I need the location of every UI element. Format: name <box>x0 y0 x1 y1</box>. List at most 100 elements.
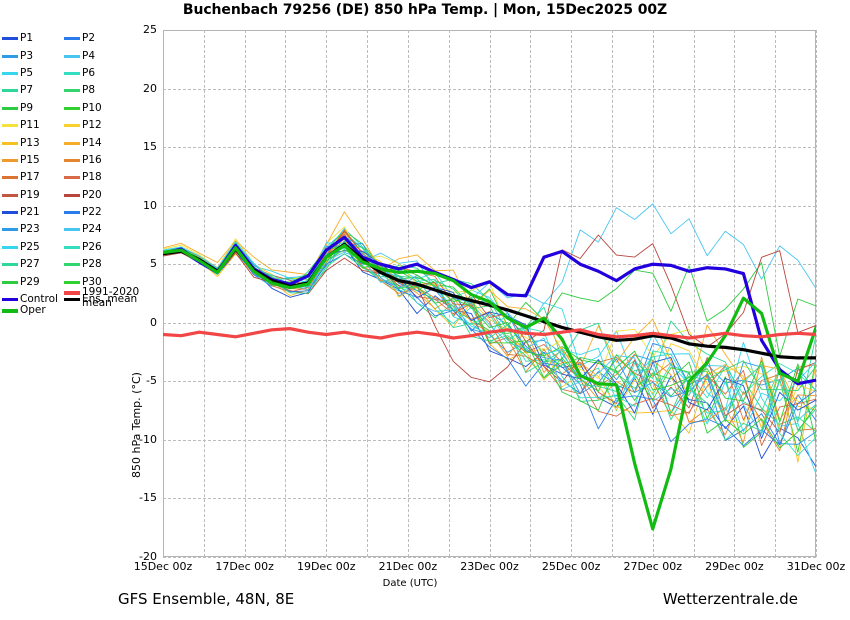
legend-label: P4 <box>82 49 96 62</box>
legend-swatch-icon <box>2 228 18 232</box>
legend-swatch-icon <box>64 158 80 162</box>
grid-line-vertical <box>693 30 695 557</box>
grid-line-horizontal <box>163 322 816 324</box>
legend-label: P25 <box>20 240 40 253</box>
legend-item-p13: P13 <box>2 136 64 149</box>
legend-item-p28: P28 <box>64 259 126 270</box>
grid-line-vertical <box>285 30 287 557</box>
legend-item-p22: P22 <box>64 207 126 218</box>
grid-line-vertical <box>775 30 777 557</box>
legend-label: P19 <box>20 188 40 201</box>
legend-swatch-icon <box>2 71 18 75</box>
legend-label: P28 <box>82 258 102 271</box>
legend-item-p26: P26 <box>64 241 126 253</box>
legend-item-p27: P27 <box>2 259 64 270</box>
chart-svg <box>161 203 818 531</box>
legend-swatch-icon <box>2 297 18 302</box>
legend-label: P12 <box>82 119 102 132</box>
y-axis-tick-label: -15 <box>139 491 157 505</box>
grid-line-vertical <box>816 30 817 557</box>
legend-item-p17: P17 <box>2 172 64 183</box>
legend-swatch-icon <box>64 297 80 302</box>
grid-line-vertical <box>652 30 654 557</box>
legend-swatch-icon <box>64 291 80 295</box>
legend-row: P1 P2 <box>2 30 130 47</box>
legend-item-p10: P10 <box>64 102 126 114</box>
y-axis-tick-label: -5 <box>146 374 157 388</box>
legend-item-p30: P30 <box>64 276 126 288</box>
legend-swatch-icon <box>64 124 80 128</box>
legend-swatch-icon <box>64 228 80 232</box>
y-axis-tick-label: -20 <box>139 550 157 563</box>
legend-label: P8 <box>82 84 96 97</box>
legend-swatch-icon <box>2 280 18 284</box>
y-axis-tick-label: 0 <box>150 315 157 329</box>
legend-row: P3 P4 <box>2 47 130 64</box>
legend-item-p9: P9 <box>2 102 64 114</box>
y-axis-tick-label: 10 <box>143 198 157 212</box>
legend-item-p6: P6 <box>64 67 126 79</box>
grid-line-vertical <box>571 30 573 557</box>
legend-label: P14 <box>82 136 102 149</box>
y-axis-tick-label: -10 <box>139 432 157 446</box>
legend-label: Oper <box>20 304 46 316</box>
legend-item-p4: P4 <box>64 49 126 62</box>
x-axis-tick-label: 29Dec 00z <box>705 560 764 573</box>
legend-label: P29 <box>20 275 40 288</box>
legend-row: P11 P12 <box>2 117 130 134</box>
legend-item-p19: P19 <box>2 188 64 201</box>
legend-row: P29 P30 <box>2 273 130 290</box>
y-axis-tick-label: 15 <box>143 140 157 154</box>
legend-label: P17 <box>20 171 40 184</box>
legend-item-p8: P8 <box>64 85 126 96</box>
x-axis-tick-label: 15Dec 00z <box>133 560 193 573</box>
legend-item-p11: P11 <box>2 120 64 131</box>
legend-item-p21: P21 <box>2 207 64 218</box>
legend-label: P11 <box>20 119 40 132</box>
legend-label: P1 <box>20 32 34 45</box>
legend-item-p12: P12 <box>64 120 126 131</box>
grid-line-horizontal <box>163 147 816 149</box>
grid-line-vertical <box>367 30 369 557</box>
legend-row: P13 P14 <box>2 134 130 151</box>
legend-label: P13 <box>20 136 40 149</box>
x-axis-tick-label: 19Dec 00z <box>296 560 356 573</box>
legend-row: P27 P28 <box>2 256 130 273</box>
legend-item-ens-mean: Ens. mean <box>64 294 137 305</box>
legend-swatch-icon <box>2 54 18 58</box>
legend-label: P20 <box>82 188 102 201</box>
legend-label: P3 <box>20 49 34 62</box>
legend-label: P5 <box>20 66 34 79</box>
legend-swatch-icon <box>2 263 18 267</box>
x-axis-label: Date (UTC) <box>0 578 850 589</box>
x-axis-tick-label: 23Dec 00z <box>460 560 519 573</box>
legend: P1 P2 P3 P4 P5 P6 P7 P8 P9 P10 P11 P12 P13 P14 P15 P16 P… <box>2 30 137 308</box>
series-line-oper <box>161 243 818 531</box>
x-axis-tick-label: 21Dec 00z <box>378 560 438 573</box>
grid-line-horizontal <box>163 264 816 266</box>
legend-swatch-icon <box>2 158 18 162</box>
legend-swatch-icon <box>64 106 80 110</box>
y-axis-label-wrap: 850 hPa Temp. (°C) <box>130 230 143 478</box>
legend-label: Control <box>20 293 58 306</box>
legend-row: P7 P8 <box>2 82 130 99</box>
x-axis-ticks: 15Dec 00z 17Dec 00z 19Dec 00z 21Dec 00z 23De… <box>134 560 846 576</box>
legend-row: P5 P6 <box>2 65 130 82</box>
grid-line-vertical <box>530 30 532 557</box>
y-axis-label: 850 hPa Temp. (°C) <box>130 372 143 478</box>
series-line-p18 <box>162 233 817 447</box>
legend-swatch-icon <box>2 176 18 180</box>
x-axis-tick-label: 31Dec 00z <box>786 560 846 573</box>
legend-item-p1: P1 <box>2 33 64 44</box>
legend-label: P27 <box>20 258 40 271</box>
series-line-1991-2020-mean <box>161 327 818 340</box>
legend-label: P23 <box>20 223 40 236</box>
legend-row: Control Ens. mean <box>2 291 137 308</box>
x-axis-tick-label: 25Dec 00z <box>541 560 601 573</box>
grid-line-vertical <box>489 30 491 557</box>
grid-line-vertical <box>203 30 205 557</box>
legend-swatch-icon <box>2 193 18 197</box>
y-axis-ticks: 25 20 15 10 5 0 -5 -10 -15 -20 <box>113 23 157 563</box>
legend-swatch-icon <box>2 141 18 145</box>
legend-tail: Oper 1991-2020 mean <box>2 285 139 319</box>
